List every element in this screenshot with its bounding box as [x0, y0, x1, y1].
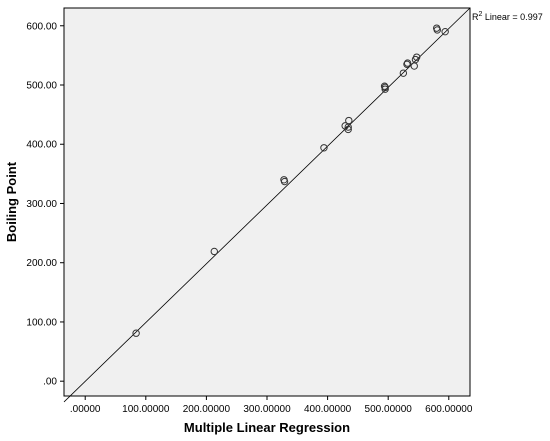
data-point — [412, 53, 421, 61]
data-point — [280, 177, 289, 186]
data-points — [132, 24, 449, 337]
x-tick-label: 100.00000 — [122, 404, 170, 415]
y-tick-label: 100.00 — [26, 317, 57, 328]
y-tick-label: .00 — [43, 377, 57, 388]
data-point — [399, 69, 408, 77]
x-axis-ticks: .00000 100.00000 200.00000 300.00000 400.000… — [70, 396, 473, 415]
data-point — [344, 123, 352, 131]
x-tick-label: .00000 — [70, 404, 101, 415]
fit-line-label: R2 Linear = 0.997 — [472, 11, 543, 22]
fit-line — [63, 7, 471, 403]
data-point — [210, 247, 218, 256]
y-axis-ticks: .00 100.00 200.00 300.00 400.00 500.00 600.00 — [26, 21, 64, 388]
data-point — [320, 144, 328, 152]
x-tick-label: 500.00000 — [365, 404, 413, 415]
plot-area — [63, 7, 471, 397]
y-tick-label: 500.00 — [26, 81, 57, 92]
data-point — [344, 125, 352, 134]
x-tick-label: 600.00000 — [425, 404, 473, 415]
data-point — [403, 59, 412, 67]
data-point — [132, 329, 140, 337]
x-tick-label: 200.00000 — [183, 404, 231, 415]
x-tick-label: 300.00000 — [243, 404, 291, 415]
data-point — [433, 26, 441, 34]
y-tick-label: 400.00 — [26, 140, 57, 151]
data-point — [381, 83, 389, 92]
y-tick-label: 600.00 — [26, 21, 57, 32]
y-tick-label: 200.00 — [26, 258, 57, 269]
x-axis-title: Multiple Linear Regression — [184, 420, 350, 435]
data-point — [441, 27, 449, 36]
y-tick-label: 300.00 — [26, 199, 57, 210]
y-axis-title: Boiling Point — [4, 161, 19, 242]
x-tick-label: 400.00000 — [304, 404, 352, 415]
